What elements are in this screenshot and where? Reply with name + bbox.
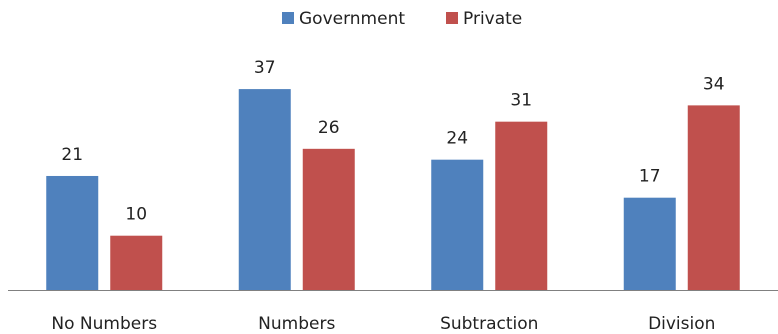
value-label-private-division: 34 xyxy=(703,74,725,94)
value-label-government-numbers: 37 xyxy=(254,58,276,78)
value-label-private-numbers: 26 xyxy=(318,118,340,138)
value-label-government-no-numbers: 21 xyxy=(61,145,83,165)
bar-government-numbers xyxy=(238,89,291,290)
bars-group xyxy=(46,89,740,290)
legend-swatch-private xyxy=(446,12,458,24)
x-tick-label-division: Division xyxy=(648,314,715,334)
legend: Government Private xyxy=(282,9,522,29)
legend-label-government: Government xyxy=(299,9,405,29)
x-tick-labels: No Numbers Numbers Subtraction Division xyxy=(51,314,715,334)
x-tick-label-numbers: Numbers xyxy=(258,314,335,334)
bar-private-division xyxy=(687,105,740,290)
x-tick-label-subtraction: Subtraction xyxy=(440,314,538,334)
x-tick-label-no-numbers: No Numbers xyxy=(51,314,157,334)
bar-government-no-numbers xyxy=(46,175,99,290)
bar-private-subtraction xyxy=(495,121,548,290)
bar-private-numbers xyxy=(302,148,355,290)
value-label-private-subtraction: 31 xyxy=(510,91,532,111)
bar-private-no-numbers xyxy=(110,235,163,290)
bar-government-subtraction xyxy=(431,159,484,290)
legend-label-private: Private xyxy=(463,9,522,29)
bar-government-division xyxy=(623,197,676,290)
legend-swatch-government xyxy=(282,12,294,24)
value-label-government-subtraction: 24 xyxy=(446,129,468,149)
value-label-government-division: 17 xyxy=(639,167,661,187)
value-label-private-no-numbers: 10 xyxy=(125,205,147,225)
value-labels-group: 21 10 37 26 24 31 17 34 xyxy=(61,58,724,225)
